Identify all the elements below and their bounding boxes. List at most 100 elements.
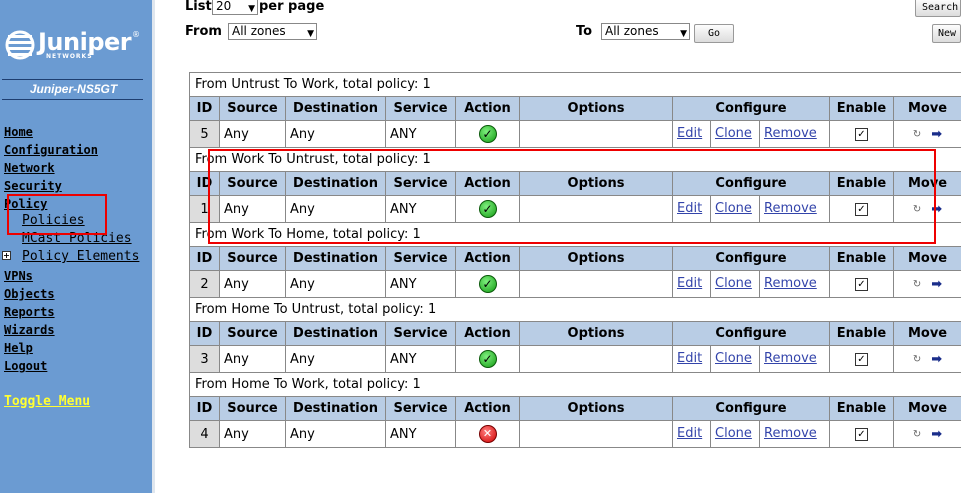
- juniper-logo-icon: [5, 30, 35, 60]
- nav-vpns[interactable]: VPNs: [4, 269, 33, 283]
- zone-group-title: From Home To Work, total policy: 1: [188, 372, 961, 397]
- options-cell: [519, 270, 673, 298]
- edit-link[interactable]: Edit: [677, 351, 703, 366]
- list-label: List: [185, 0, 212, 14]
- nav-reports[interactable]: Reports: [4, 305, 55, 319]
- clone-link[interactable]: Clone: [715, 276, 752, 291]
- from-zone-select[interactable]: All zones ▼: [228, 23, 317, 40]
- destination-cell: Any: [285, 195, 386, 223]
- move-arrow-icon[interactable]: ➡: [931, 276, 943, 292]
- remove-link[interactable]: Remove: [764, 351, 817, 366]
- table-header-row: ID Source Destination Service Action Options C…: [189, 171, 961, 196]
- rotate-icon[interactable]: ↻: [912, 353, 922, 365]
- enable-cell: ✓: [829, 120, 894, 148]
- to-zone-select[interactable]: All zones ▼: [601, 23, 690, 40]
- new-button[interactable]: New: [932, 24, 961, 43]
- configure-cell: Edit Clone Remove: [672, 270, 830, 298]
- move-arrow-icon[interactable]: ➡: [931, 426, 943, 442]
- header-id: ID: [189, 396, 220, 421]
- table-row: 2 Any Any ANY ✓ Edit Clone Remove ✓ ↻ ➡: [189, 270, 961, 298]
- destination-cell: Any: [285, 345, 386, 373]
- list-count-value: 20: [216, 0, 232, 13]
- clone-link[interactable]: Clone: [715, 126, 752, 141]
- header-options: Options: [519, 96, 673, 121]
- remove-link[interactable]: Remove: [764, 126, 817, 141]
- edit-link[interactable]: Edit: [677, 201, 703, 216]
- source-cell: Any: [219, 270, 286, 298]
- header-enable: Enable: [829, 396, 894, 421]
- remove-link[interactable]: Remove: [764, 276, 817, 291]
- rotate-icon[interactable]: ↻: [912, 428, 922, 440]
- header-move: Move: [892, 321, 961, 346]
- nav-home[interactable]: Home: [4, 125, 33, 139]
- header-service: Service: [385, 96, 456, 121]
- header-source: Source: [219, 96, 286, 121]
- table-header-row: ID Source Destination Service Action Options C…: [189, 396, 961, 421]
- header-action: Action: [455, 396, 520, 421]
- move-arrow-icon[interactable]: ➡: [931, 351, 943, 367]
- table-row: 5 Any Any ANY ✓ Edit Clone Remove ✓ ↻ ➡: [189, 120, 961, 148]
- nav-configuration[interactable]: Configuration: [4, 143, 98, 157]
- service-cell: ANY: [385, 120, 456, 148]
- clone-link[interactable]: Clone: [715, 201, 752, 216]
- rotate-icon[interactable]: ↻: [912, 278, 922, 290]
- nav-policies[interactable]: Policies: [22, 213, 85, 228]
- zone-group-title: From Untrust To Work, total policy: 1: [188, 72, 961, 97]
- toggle-menu-link[interactable]: Toggle Menu: [4, 394, 91, 409]
- remove-link[interactable]: Remove: [764, 201, 817, 216]
- nav-network[interactable]: Network: [4, 161, 55, 175]
- enable-checkbox[interactable]: ✓: [855, 127, 868, 141]
- header-action: Action: [455, 171, 520, 196]
- move-arrow-icon[interactable]: ➡: [931, 201, 943, 217]
- from-label: From: [185, 24, 222, 39]
- expand-plus-icon[interactable]: +: [2, 251, 11, 260]
- zone-group-row: From Work To Untrust, total policy: 1: [188, 147, 961, 172]
- move-arrow-icon[interactable]: ➡: [931, 126, 943, 142]
- nav-mcast-policies[interactable]: MCast Policies: [22, 231, 132, 246]
- enable-cell: ✓: [829, 420, 894, 448]
- move-cell: ↻ ➡: [892, 270, 961, 298]
- header-enable: Enable: [829, 171, 894, 196]
- go-button[interactable]: Go: [694, 24, 734, 43]
- header-move: Move: [892, 96, 961, 121]
- header-source: Source: [219, 171, 286, 196]
- search-button[interactable]: Search: [915, 0, 961, 17]
- dropdown-arrow-icon: ▼: [680, 29, 687, 39]
- nav-security[interactable]: Security: [4, 179, 62, 193]
- device-name: Juniper-NS5GT: [29, 82, 118, 96]
- nav-objects[interactable]: Objects: [4, 287, 55, 301]
- clone-link[interactable]: Clone: [715, 351, 752, 366]
- edit-link[interactable]: Edit: [677, 276, 703, 291]
- header-action: Action: [455, 321, 520, 346]
- header-service: Service: [385, 396, 456, 421]
- enable-checkbox[interactable]: ✓: [855, 202, 868, 216]
- rotate-icon[interactable]: ↻: [912, 128, 922, 140]
- service-cell: ANY: [385, 420, 456, 448]
- nav-help[interactable]: Help: [4, 341, 33, 355]
- header-options: Options: [519, 321, 673, 346]
- header-move: Move: [892, 171, 961, 196]
- header-id: ID: [189, 321, 220, 346]
- enable-checkbox[interactable]: ✓: [855, 352, 868, 366]
- enable-checkbox[interactable]: ✓: [855, 427, 868, 441]
- destination-cell: Any: [285, 270, 386, 298]
- nav-policy[interactable]: Policy: [4, 197, 48, 211]
- clone-link[interactable]: Clone: [715, 426, 752, 441]
- enable-checkbox[interactable]: ✓: [855, 277, 868, 291]
- configure-cell: Edit Clone Remove: [672, 345, 830, 373]
- destination-cell: Any: [285, 420, 386, 448]
- source-cell: Any: [219, 120, 286, 148]
- list-count-select[interactable]: 20 ▼: [212, 0, 258, 15]
- nav-logout[interactable]: Logout: [4, 359, 48, 373]
- nav-policy-elements[interactable]: Policy Elements: [22, 249, 140, 264]
- remove-link[interactable]: Remove: [764, 426, 817, 441]
- header-id: ID: [189, 96, 220, 121]
- edit-link[interactable]: Edit: [677, 126, 703, 141]
- edit-link[interactable]: Edit: [677, 426, 703, 441]
- rotate-icon[interactable]: ↻: [912, 203, 922, 215]
- options-cell: [519, 120, 673, 148]
- deny-icon: ✕: [478, 425, 497, 443]
- header-service: Service: [385, 246, 456, 271]
- nav-wizards[interactable]: Wizards: [4, 323, 55, 337]
- header-source: Source: [219, 321, 286, 346]
